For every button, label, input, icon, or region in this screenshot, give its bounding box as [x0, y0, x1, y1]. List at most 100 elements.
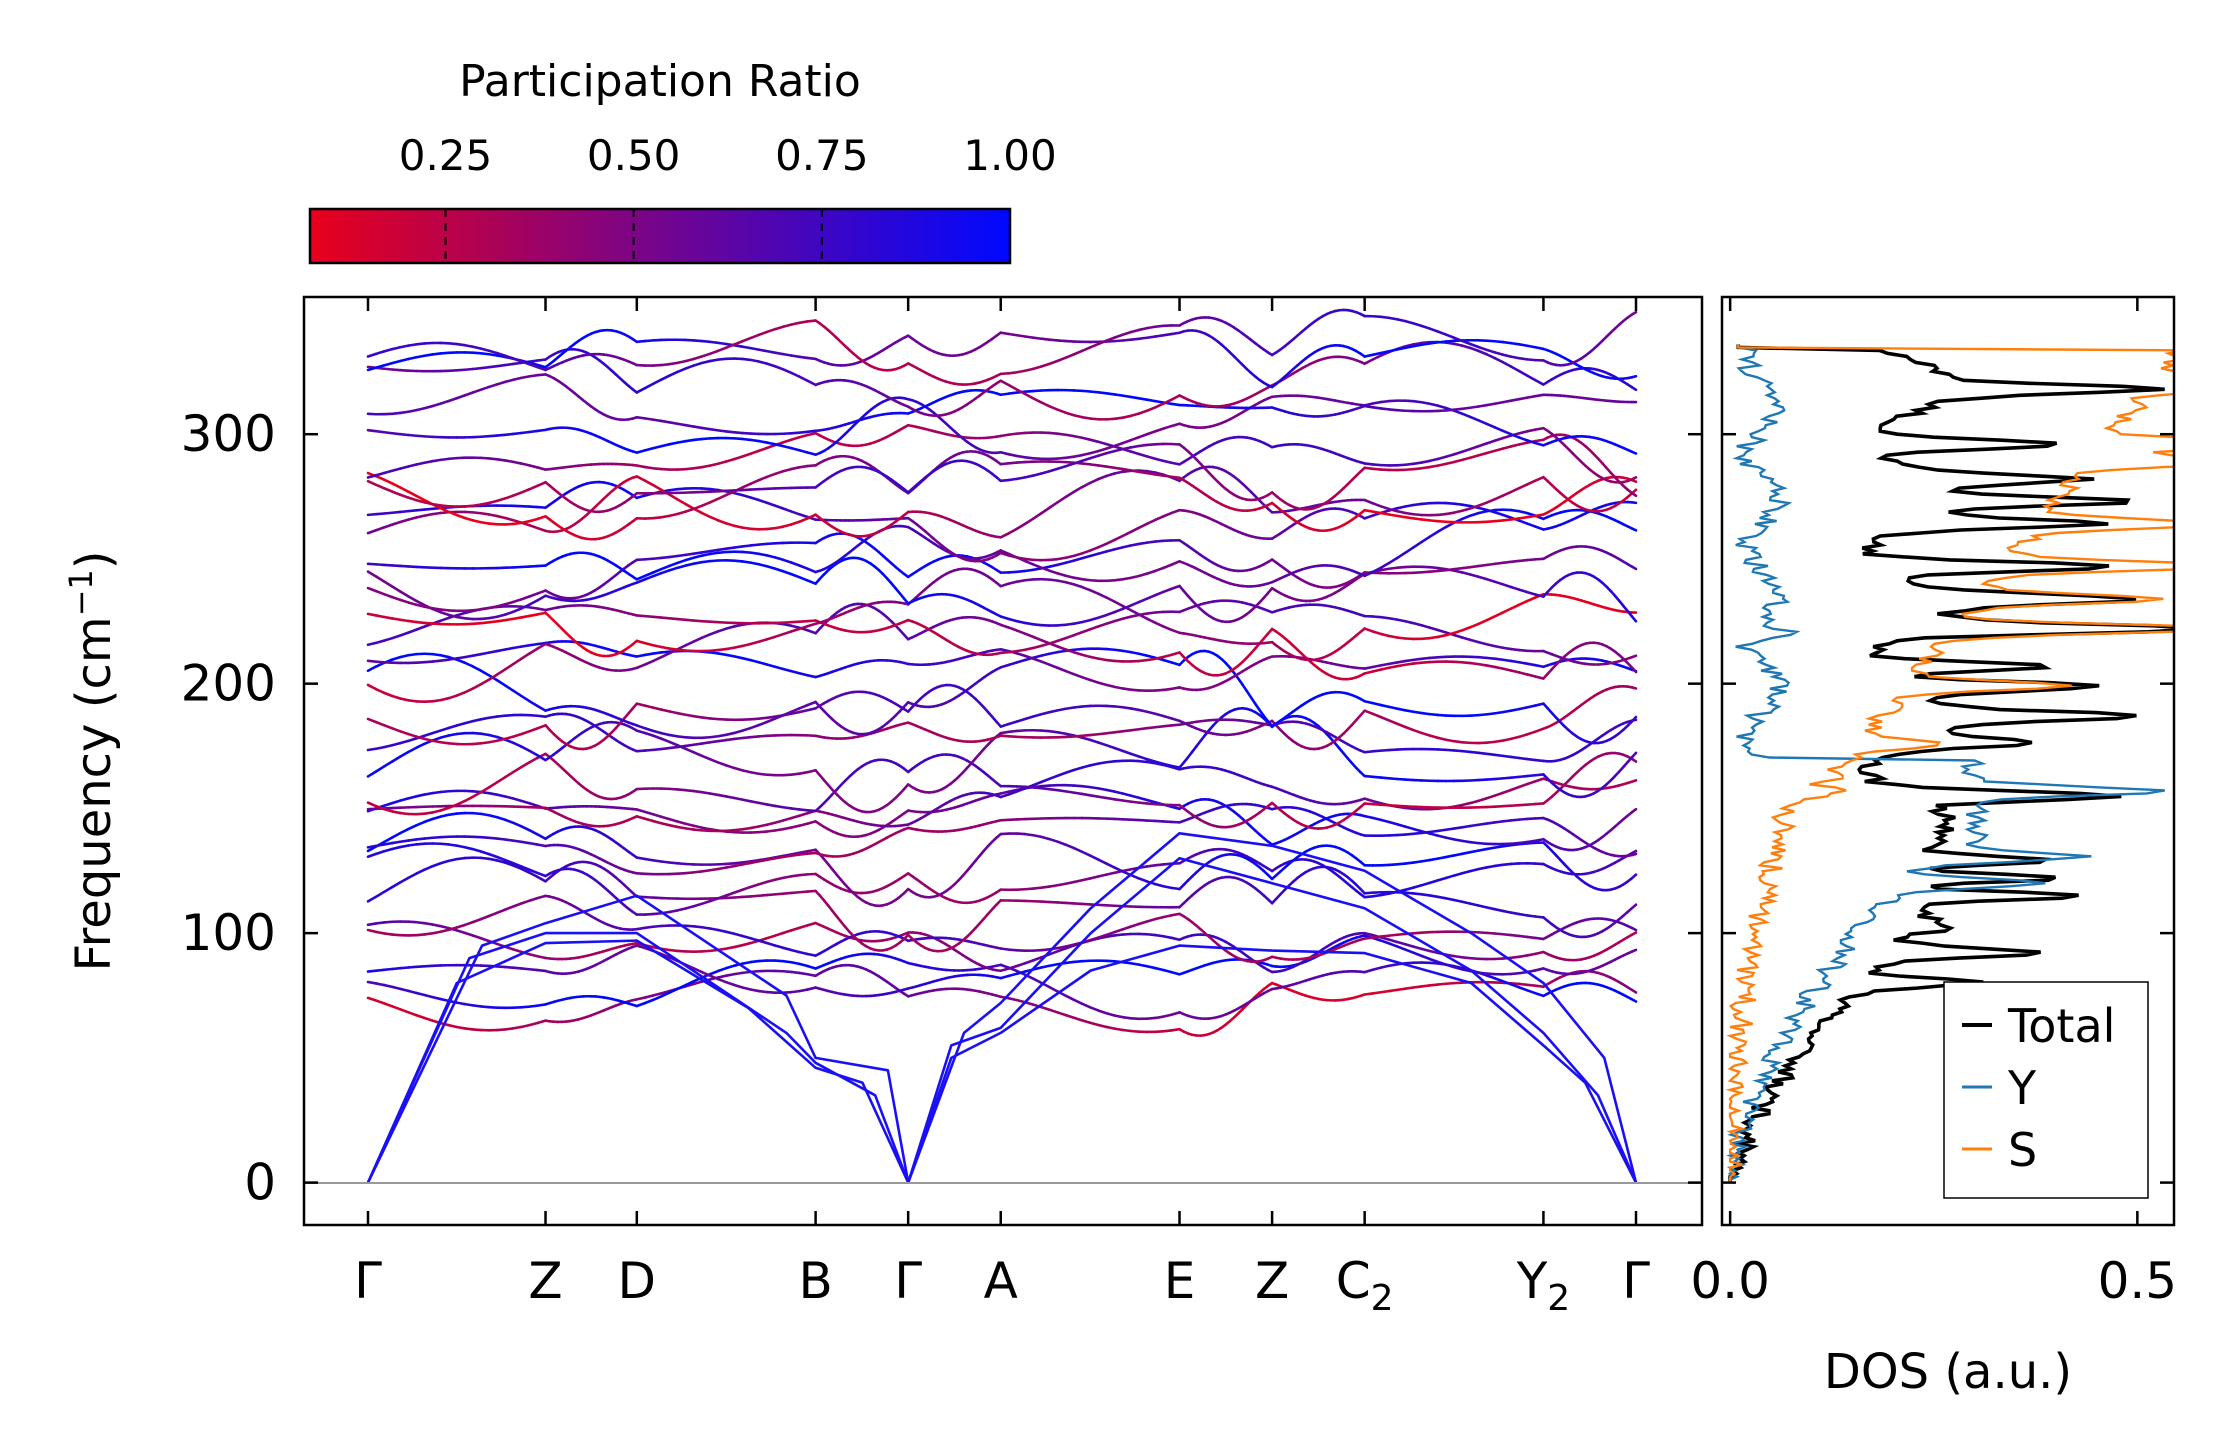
optical-band-segment	[520, 761, 531, 769]
optical-band-segment	[1080, 585, 1092, 592]
optical-band-segment	[1048, 774, 1059, 781]
optical-band-segment	[382, 932, 394, 936]
optical-band-segment	[447, 803, 459, 810]
optical-band-segment	[1460, 869, 1472, 875]
optical-band-segment	[1072, 784, 1084, 788]
optical-band-segment	[1153, 915, 1165, 921]
optical-band-segment	[724, 795, 736, 800]
optical-band-segment	[1436, 960, 1448, 966]
optical-band-segment	[692, 967, 704, 974]
optical-band-segment	[1420, 947, 1431, 953]
optical-band-segment	[1428, 832, 1440, 837]
optical-band-segment	[1015, 961, 1027, 968]
optical-band-segment	[1056, 947, 1068, 953]
optical-band-segment	[1137, 920, 1149, 926]
optical-band-segment	[463, 920, 475, 927]
optical-band-segment	[1145, 932, 1157, 937]
optical-band-segment	[798, 575, 809, 582]
optical-band-segment	[1161, 914, 1173, 919]
optical-band-segment	[1015, 787, 1027, 793]
optical-band-segment	[455, 929, 467, 935]
optical-band-segment	[659, 952, 671, 959]
optical-band-segment	[1517, 982, 1529, 987]
optical-band-segment	[659, 815, 671, 821]
optical-band-segment	[1080, 1019, 1092, 1025]
optical-band-segment	[471, 682, 483, 690]
optical-band-segment	[455, 811, 467, 815]
optical-band-segment	[511, 902, 523, 908]
optical-band-segment	[789, 926, 801, 932]
optical-band-segment	[1630, 614, 1638, 623]
optical-band-segment	[781, 805, 793, 810]
optical-band-segment	[520, 967, 531, 971]
optical-band-segment	[1113, 1014, 1124, 1019]
optical-band-segment	[806, 986, 817, 991]
optical-band-segment	[1064, 768, 1076, 775]
optical-band-segment	[431, 930, 442, 935]
optical-band-segment	[1436, 982, 1448, 986]
optical-band-segment	[716, 866, 728, 871]
optical-band-segment	[1460, 824, 1472, 829]
optical-band-segment	[1428, 961, 1440, 965]
optical-band-segment	[415, 964, 426, 969]
optical-band-segment	[1477, 618, 1488, 626]
optical-band-segment	[684, 640, 696, 647]
optical-band-segment	[1630, 757, 1638, 763]
optical-band-segment	[1517, 782, 1529, 789]
optical-band-segment	[1153, 590, 1165, 597]
optical-band-segment	[407, 838, 418, 842]
optical-band-segment	[1525, 841, 1537, 845]
optical-band-segment	[781, 969, 793, 974]
optical-band-segment	[511, 765, 523, 774]
optical-band-segment	[659, 564, 671, 571]
optical-band-segment	[1145, 798, 1157, 804]
optical-band-segment	[479, 812, 491, 817]
optical-band-segment	[806, 851, 817, 856]
optical-band-segment	[676, 825, 687, 830]
optical-band-segment	[479, 936, 491, 943]
optical-band-segment	[684, 982, 696, 988]
optical-band-segment	[1509, 785, 1521, 792]
optical-band-segment	[1485, 615, 1496, 622]
optical-band-segment	[374, 921, 386, 925]
colorbar-tick-label: 1.00	[963, 131, 1057, 180]
optical-band-segment	[528, 756, 539, 764]
optical-band-segment	[1412, 892, 1423, 896]
optical-band-segment	[1477, 866, 1488, 871]
optical-band-segment	[700, 949, 712, 953]
optical-band-segment	[1105, 934, 1116, 939]
optical-band-segment	[643, 925, 655, 930]
colorbar-tick-label: 0.25	[399, 131, 493, 180]
optical-band-segment	[741, 986, 752, 991]
optical-band-segment	[781, 959, 793, 964]
optical-band-segment	[1501, 843, 1513, 848]
optical-band-segment	[398, 1007, 410, 1014]
optical-band-segment	[1064, 1013, 1076, 1020]
optical-band-segment	[733, 895, 744, 899]
optical-band-segment	[1525, 839, 1537, 844]
optical-band-segment	[1534, 967, 1545, 972]
optical-band-segment	[765, 857, 777, 862]
optical-band-segment	[503, 861, 515, 867]
optical-band-segment	[724, 861, 736, 866]
optical-band-segment	[659, 860, 671, 864]
optical-band-segment	[1363, 931, 1375, 937]
optical-band-segment	[781, 929, 793, 935]
optical-band-segment	[1420, 858, 1431, 863]
optical-band-segment	[1501, 607, 1513, 614]
optical-band-segment	[1096, 858, 1108, 865]
optical-band-segment	[765, 934, 777, 940]
optical-band-segment	[374, 687, 386, 695]
optical-band-segment	[999, 974, 1011, 980]
optical-band-segment	[1630, 686, 1638, 690]
optical-band-segment	[635, 856, 647, 861]
optical-band-segment	[1501, 932, 1513, 937]
optical-band-segment	[471, 1028, 483, 1032]
optical-band-segment	[390, 845, 402, 851]
optical-band-segment	[1145, 1016, 1157, 1020]
optical-band-segment	[1501, 819, 1513, 823]
optical-band-segment	[528, 749, 539, 757]
optical-band-segment	[741, 960, 752, 965]
optical-band-segment	[520, 1023, 531, 1029]
optical-band-segment	[1088, 762, 1100, 767]
